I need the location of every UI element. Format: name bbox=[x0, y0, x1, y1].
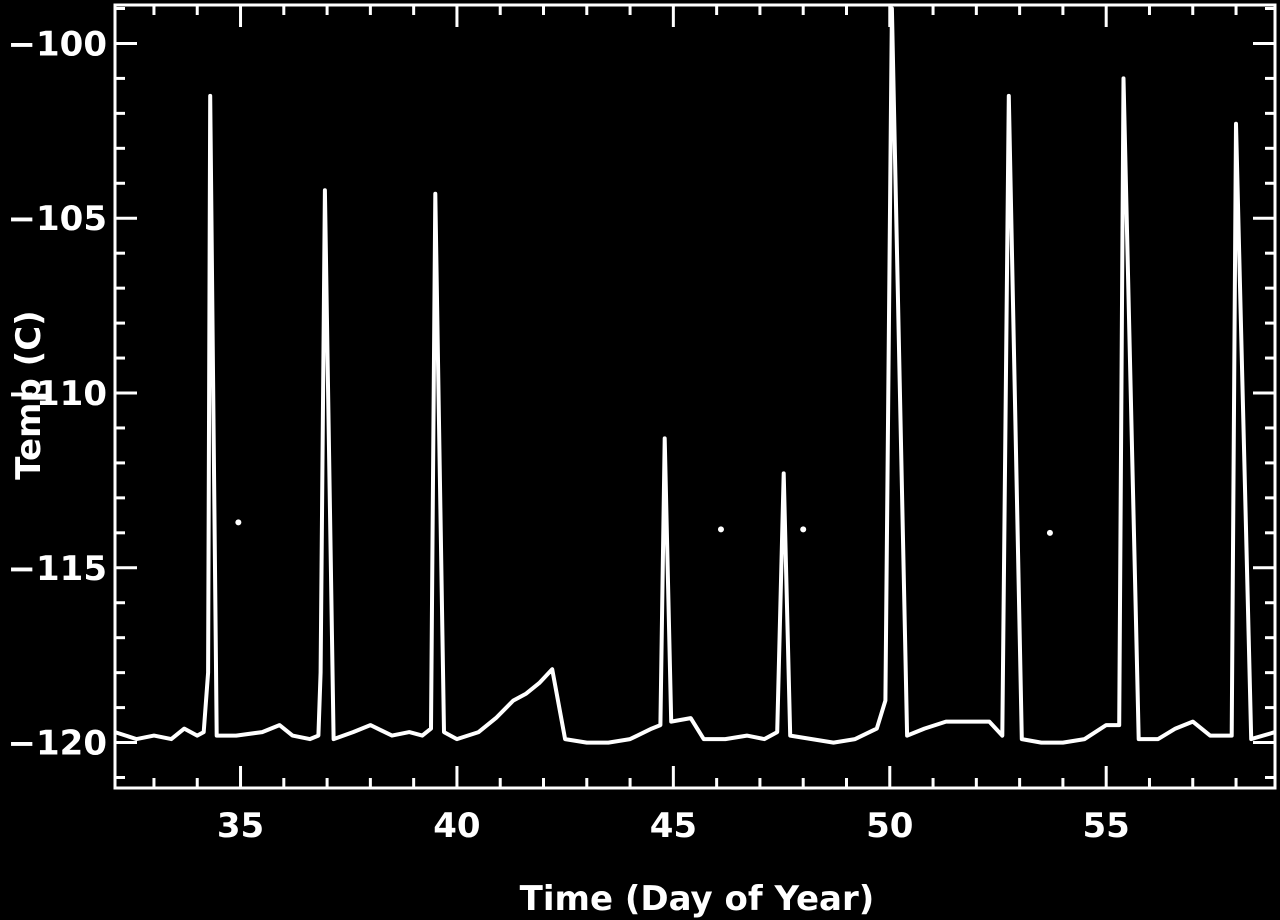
tick-labels: 35 40 45 50 55 −100 −105 −110 −115 −120 bbox=[8, 24, 1130, 846]
x-tick-label: 45 bbox=[650, 806, 697, 846]
series-line bbox=[114, 6, 1276, 745]
y-tick-label: −105 bbox=[8, 199, 107, 239]
x-tick-label: 35 bbox=[217, 806, 264, 846]
data-point bbox=[717, 526, 724, 533]
ticks bbox=[115, 5, 1275, 788]
y-tick-label: −100 bbox=[8, 24, 107, 64]
data-point bbox=[235, 519, 242, 526]
y-tick-label: −120 bbox=[8, 724, 107, 764]
y-axis-title: Temp (C) bbox=[9, 310, 49, 479]
plot-frame bbox=[113, 3, 1277, 790]
x-tick-label: 40 bbox=[433, 806, 480, 846]
data-point bbox=[800, 526, 807, 533]
x-axis-title: Time (Day of Year) bbox=[520, 879, 875, 919]
y-tick-label: −110 bbox=[8, 374, 107, 414]
x-tick-label: 55 bbox=[1083, 806, 1130, 846]
series-points bbox=[235, 519, 1053, 536]
y-tick-label: −115 bbox=[8, 549, 107, 589]
x-tick-label: 50 bbox=[866, 806, 913, 846]
data-point bbox=[1046, 529, 1053, 536]
